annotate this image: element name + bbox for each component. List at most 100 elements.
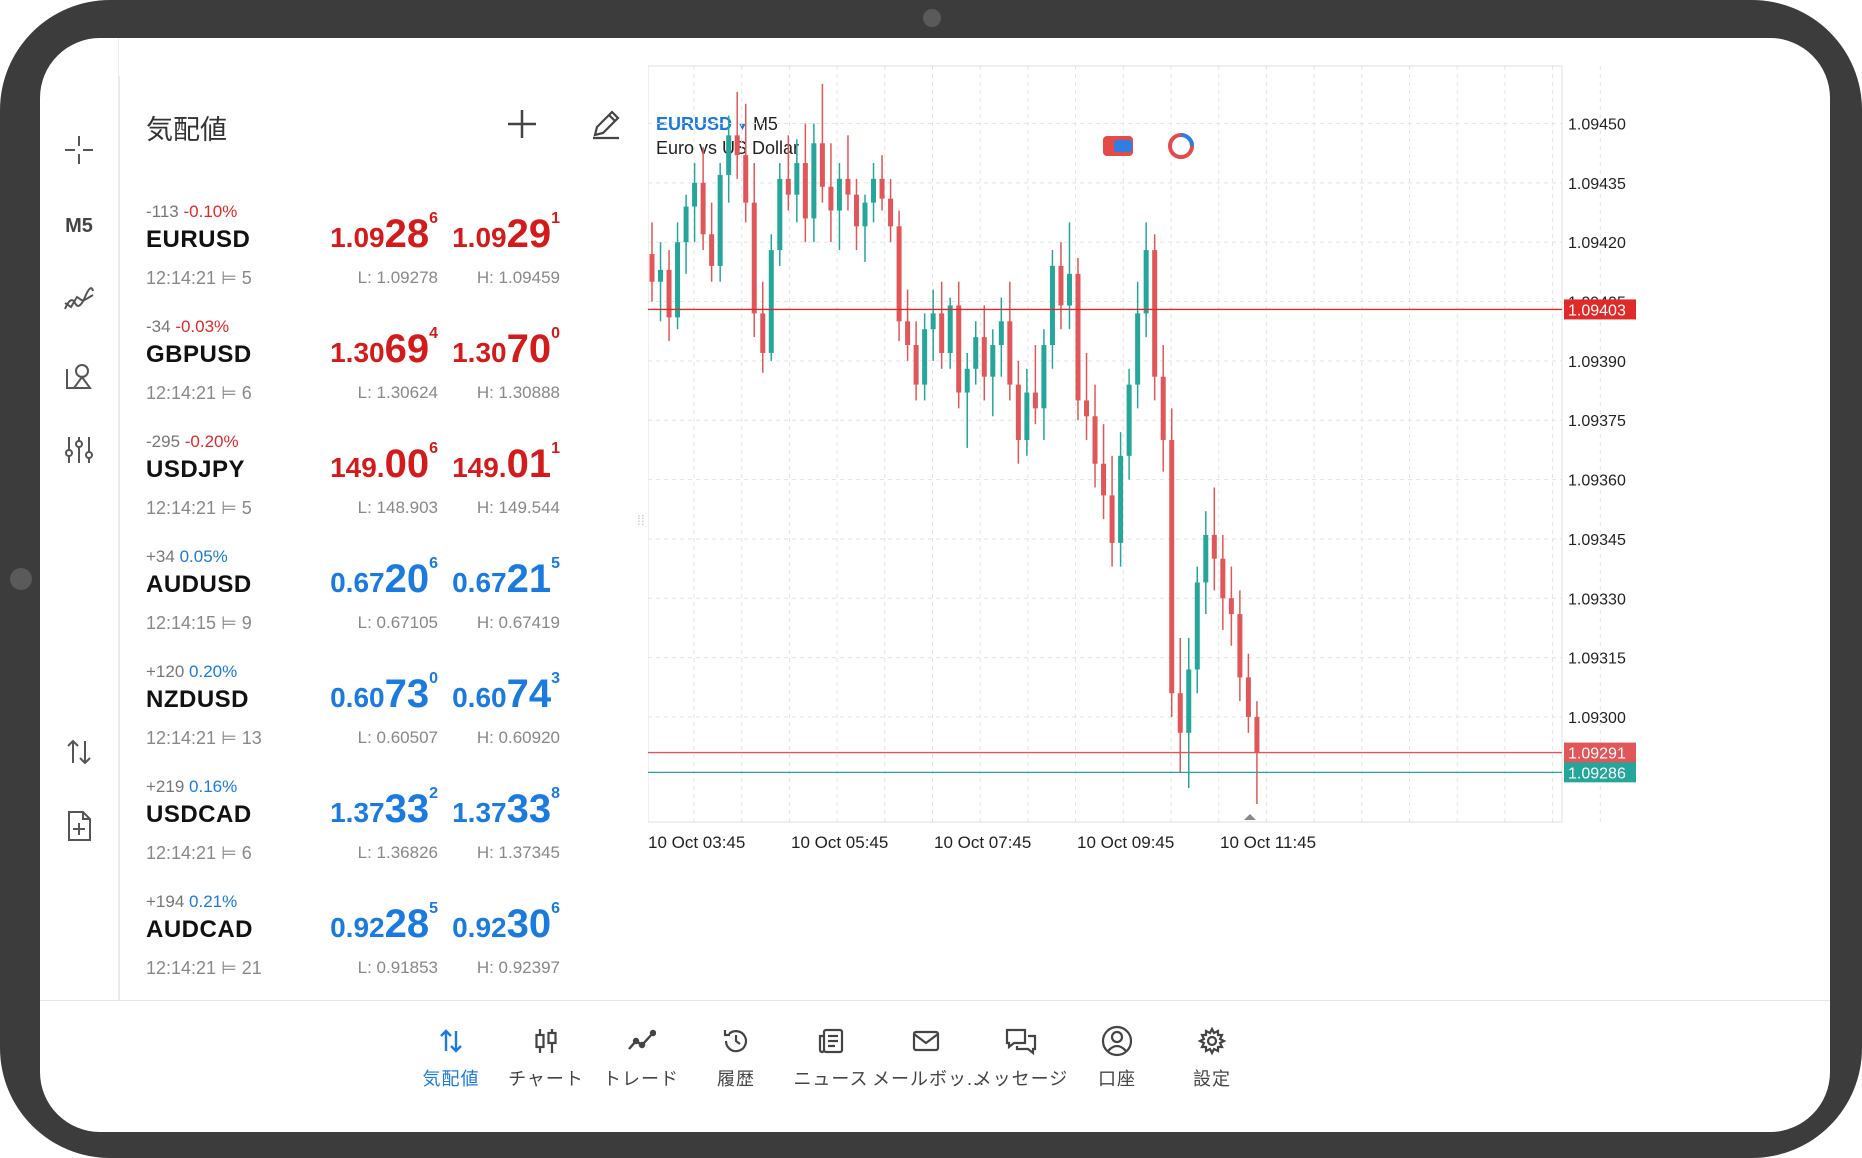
quote-row[interactable]: +120 0.20% NZDUSD 12:14:21 ⊨ 13 0.60730 0.60…: [120, 662, 648, 774]
ask-price[interactable]: 149.011: [452, 440, 560, 487]
add-symbol-button[interactable]: [500, 102, 544, 146]
bid-price-small: 1.09: [330, 222, 385, 253]
edit-symbols-button[interactable]: [584, 102, 628, 146]
quote-row[interactable]: +194 0.21% AUDCAD 12:14:21 ⊨ 21 0.92285 0.92…: [120, 892, 648, 1004]
x-tick-label: 10 Oct 03:45: [648, 833, 745, 852]
symbol-dropdown-icon[interactable]: ▼: [737, 121, 748, 133]
candle-body: [888, 198, 894, 227]
quote-timestamp: 12:14:21: [146, 268, 217, 288]
nav-item[interactable]: チャート: [492, 1021, 600, 1091]
price-tag: [1564, 762, 1636, 783]
nav-item[interactable]: メールボッ...: [872, 1021, 984, 1091]
shapes-icon: [66, 364, 92, 389]
quote-spread: 9: [241, 613, 252, 633]
bid-price-small: 149.: [330, 452, 385, 483]
candle-body: [1254, 716, 1260, 753]
ask-price[interactable]: 0.67215: [452, 555, 560, 602]
quote-row[interactable]: -113 -0.10% EURUSD 12:14:21 ⊨ 5 1.09286 1.09…: [120, 202, 648, 314]
quote-symbol: AUDCAD: [146, 916, 253, 943]
x-tick-label: 10 Oct 09:45: [1077, 833, 1174, 852]
change-points: +120: [146, 662, 185, 681]
x-tick-label: 10 Oct 05:45: [791, 833, 888, 852]
spread-icon: ⊨: [221, 728, 237, 748]
chart-canvas[interactable]: 1.094501.094351.094201.094051.093901.093…: [648, 64, 1830, 864]
bid-price[interactable]: 1.09286: [330, 210, 438, 257]
bid-price-pip: 6: [429, 555, 438, 572]
candle-body: [1075, 273, 1081, 401]
change-percent: -0.03%: [175, 317, 230, 336]
candle-body: [785, 178, 791, 195]
bid-price[interactable]: 1.30694: [330, 325, 438, 372]
ask-price[interactable]: 1.37338: [452, 785, 560, 832]
one-click-buy-icon: [1114, 140, 1132, 152]
change-percent: -0.10%: [183, 202, 238, 221]
nav-item-label: 口座: [1098, 1069, 1136, 1089]
candle-body: [828, 186, 834, 211]
nav-item[interactable]: メッセージ: [967, 1021, 1075, 1091]
candle-body: [939, 313, 945, 353]
settings-gear-icon: [1158, 1021, 1266, 1061]
one-click-trade-button[interactable]: [40, 722, 118, 782]
change-points: -34: [146, 317, 171, 336]
candle-body: [1015, 384, 1021, 440]
bid-price[interactable]: 1.37332: [330, 785, 438, 832]
nav-item-label: トレード: [603, 1069, 679, 1089]
candle-body: [743, 155, 749, 203]
ask-price[interactable]: 0.60743: [452, 670, 560, 717]
bid-price[interactable]: 0.67206: [330, 555, 438, 602]
nav-item[interactable]: ニュース: [777, 1021, 885, 1091]
quote-row[interactable]: +34 0.05% AUDUSD 12:14:15 ⊨ 9 0.67206 0.6721…: [120, 547, 648, 659]
bid-price[interactable]: 0.60730: [330, 670, 438, 717]
indicators-button[interactable]: [40, 270, 118, 330]
quote-timestamp: 12:14:15: [146, 613, 217, 633]
plot-border: [648, 65, 1563, 823]
quote-row[interactable]: -34 -0.03% GBPUSD 12:14:21 ⊨ 6 1.30694 1.307…: [120, 317, 648, 429]
quote-symbol: USDCAD: [146, 801, 252, 828]
nav-item[interactable]: 気配値: [397, 1021, 505, 1091]
candle-body: [1160, 376, 1166, 440]
quote-change: +34 0.05%: [146, 547, 228, 567]
new-order-button[interactable]: [40, 796, 118, 856]
nav-item[interactable]: 履歴: [682, 1021, 790, 1091]
candle-body: [666, 269, 672, 318]
up-down-arrows-icon: [67, 739, 91, 765]
quote-timestamp: 12:14:21: [146, 728, 217, 748]
nav-item[interactable]: 口座: [1063, 1021, 1171, 1091]
timeframe-button[interactable]: M5: [40, 196, 118, 256]
candle-body: [1109, 495, 1115, 543]
panel-resize-handle[interactable]: ⁞⁞: [637, 512, 645, 528]
bid-price[interactable]: 149.006: [330, 440, 438, 487]
high-price: H: 0.92397: [476, 958, 560, 977]
quote-row[interactable]: +219 0.16% USDCAD 12:14:21 ⊨ 6 1.37332 1.373…: [120, 777, 648, 889]
quote-change: -295 -0.20%: [146, 432, 239, 452]
change-percent: 0.05%: [179, 547, 228, 566]
ask-price[interactable]: 1.30700: [452, 325, 560, 372]
quote-row[interactable]: -295 -0.20% USDJPY 12:14:21 ⊨ 5 149.006 149.…: [120, 432, 648, 544]
objects-button[interactable]: [40, 346, 118, 406]
low-price: L: 0.91853: [357, 958, 438, 977]
candle-body: [1084, 400, 1090, 417]
ask-price[interactable]: 1.09291: [452, 210, 560, 257]
x-tick-label: 10 Oct 11:45: [1220, 833, 1316, 852]
ask-price-pip: 6: [551, 900, 560, 917]
quotes-title: 気配値: [146, 115, 227, 145]
bid-price-big: 28: [384, 212, 430, 256]
candle-body: [811, 143, 817, 219]
spread-icon: ⊨: [221, 268, 237, 288]
ask-price[interactable]: 0.92306: [452, 900, 560, 947]
ask-price-big: 21: [506, 557, 552, 601]
crosshair-button[interactable]: [40, 120, 118, 180]
price-chart[interactable]: EURUSD ▼ M5 Euro vs US Dollar 1.09450 1.0…: [648, 64, 1830, 864]
quote-time: 12:14:21 ⊨ 5: [146, 268, 252, 289]
candle-body: [1169, 440, 1175, 694]
quote-spread: 13: [241, 728, 262, 748]
nav-item[interactable]: トレード: [587, 1021, 695, 1091]
bid-price-big: 20: [384, 557, 430, 601]
bid-price-small: 0.92: [330, 912, 385, 943]
ask-price-big: 29: [506, 212, 552, 256]
nav-item[interactable]: 設定: [1158, 1021, 1266, 1091]
bid-price[interactable]: 0.92285: [330, 900, 438, 947]
price-tag-label: 1.09403: [1568, 302, 1626, 319]
candle-body: [1118, 455, 1124, 543]
chart-settings-button[interactable]: [40, 420, 118, 480]
